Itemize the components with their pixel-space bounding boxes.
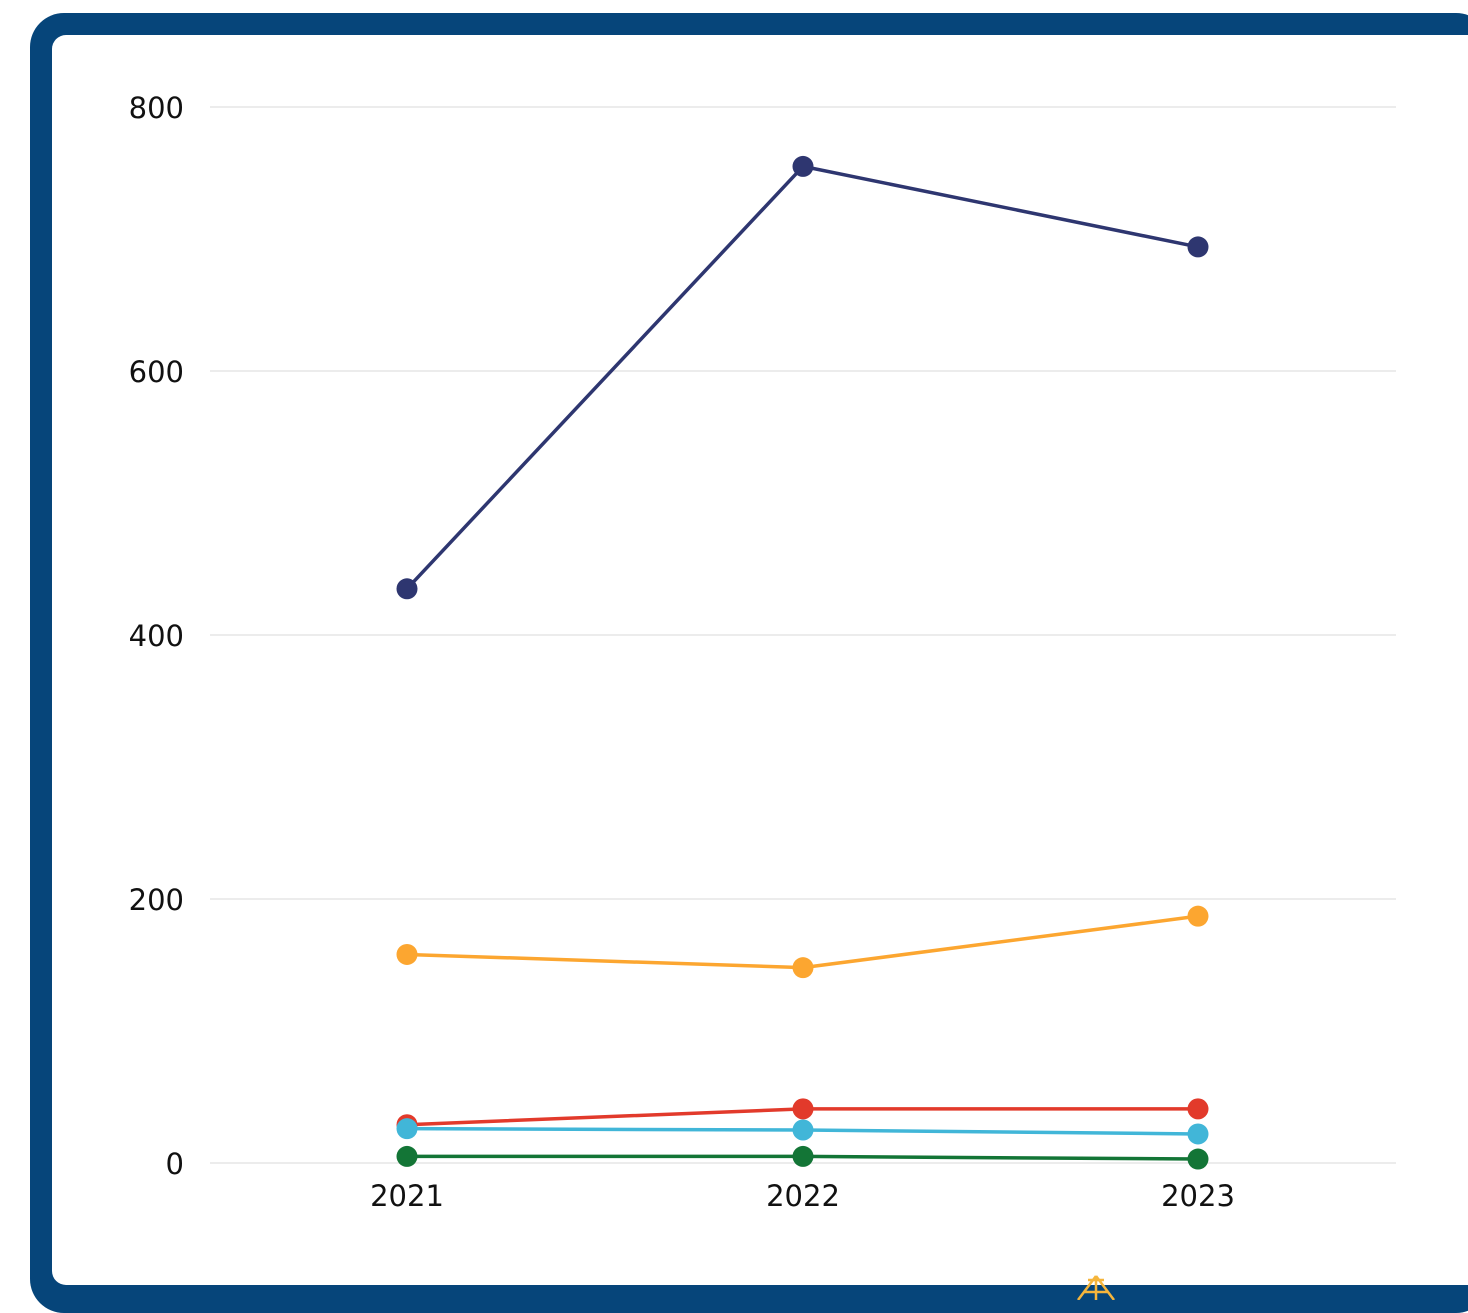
rocket-icon — [1077, 1275, 1115, 1300]
y-tick-label: 0 — [166, 1147, 184, 1181]
grid-lines — [210, 106, 1396, 1164]
series-4 — [396, 1145, 1209, 1170]
data-point[interactable] — [1187, 1098, 1209, 1120]
data-point[interactable] — [792, 155, 814, 177]
data-point[interactable] — [1187, 1148, 1209, 1170]
data-point[interactable] — [792, 957, 814, 979]
series-0 — [396, 155, 1209, 600]
series-1 — [396, 905, 1209, 979]
y-tick-label: 400 — [129, 619, 184, 653]
data-point[interactable] — [396, 943, 418, 965]
x-tick-label: 2021 — [370, 1179, 444, 1213]
data-point[interactable] — [792, 1145, 814, 1167]
x-axis-ticks: 2021 2022 2023 — [370, 1179, 1235, 1213]
data-point[interactable] — [1187, 905, 1209, 927]
x-tick-label: 2023 — [1161, 1179, 1235, 1213]
chart-panel — [52, 35, 1468, 1285]
y-tick-label: 600 — [129, 355, 184, 389]
data-point[interactable] — [396, 1145, 418, 1167]
data-point[interactable] — [396, 1118, 418, 1140]
y-tick-label: 200 — [129, 883, 184, 917]
y-axis-ticks: 0 200 400 600 800 — [129, 91, 184, 1181]
series-3 — [396, 1118, 1209, 1145]
y-tick-label: 800 — [129, 91, 184, 125]
data-point[interactable] — [1187, 236, 1209, 258]
data-point[interactable] — [1187, 1123, 1209, 1145]
data-point[interactable] — [792, 1098, 814, 1120]
x-tick-label: 2022 — [766, 1179, 840, 1213]
data-point[interactable] — [396, 578, 418, 600]
series-line — [405, 164, 1199, 590]
data-point[interactable] — [792, 1119, 814, 1141]
series-group — [396, 155, 1209, 1170]
